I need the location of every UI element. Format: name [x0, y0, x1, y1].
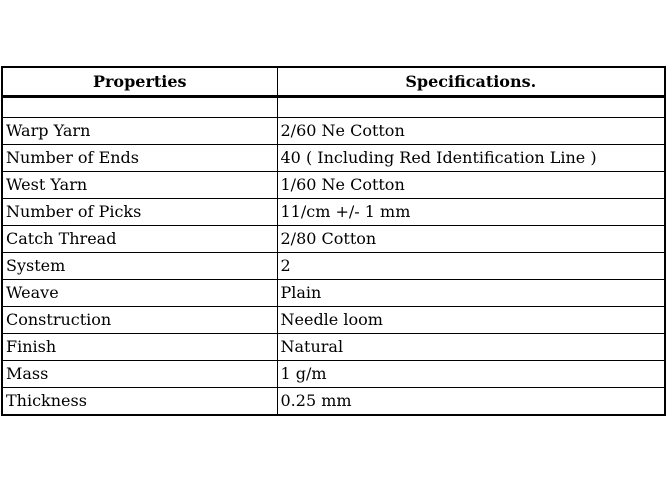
specifications-table: Properties Specifications. Warp Yarn 2/60… — [1, 66, 666, 416]
specification-cell: Needle loom — [276, 306, 666, 334]
table-body: Warp Yarn 2/60 Ne Cotton Number of Ends 40 … — [1, 96, 666, 416]
property-cell: Catch Thread — [1, 225, 278, 253]
specification-cell: 40 ( Including Red Identification Line ) — [276, 144, 666, 172]
property-cell: Finish — [1, 333, 278, 361]
property-cell — [1, 96, 278, 118]
empty-row — [1, 96, 666, 118]
specification-cell: 2/60 Ne Cotton — [276, 117, 666, 145]
table-row: System 2 — [1, 252, 666, 280]
table-row: Weave Plain — [1, 279, 666, 307]
table-row: Catch Thread 2/80 Cotton — [1, 225, 666, 253]
property-cell: Construction — [1, 306, 278, 334]
property-cell: Mass — [1, 360, 278, 388]
table-row: Number of Ends 40 ( Including Red Identif… — [1, 144, 666, 172]
specification-cell: 2 — [276, 252, 666, 280]
property-cell: Weave — [1, 279, 278, 307]
table-header: Properties Specifications. — [1, 66, 666, 98]
column-header-specifications: Specifications. — [276, 66, 666, 98]
table-row: Construction Needle loom — [1, 306, 666, 334]
specification-cell: 11/cm +/- 1 mm — [276, 198, 666, 226]
property-cell: Warp Yarn — [1, 117, 278, 145]
table-row: Thickness 0.25 mm — [1, 387, 666, 416]
table-row: Mass 1 g/m — [1, 360, 666, 388]
specification-cell — [276, 96, 666, 118]
specification-cell: 1 g/m — [276, 360, 666, 388]
property-cell: System — [1, 252, 278, 280]
column-header-properties: Properties — [1, 66, 278, 98]
property-cell: West Yarn — [1, 171, 278, 199]
table-row: Finish Natural — [1, 333, 666, 361]
table-row: West Yarn 1/60 Ne Cotton — [1, 171, 666, 199]
table-row: Number of Picks 11/cm +/- 1 mm — [1, 198, 666, 226]
specification-cell: 0.25 mm — [276, 387, 666, 416]
property-cell: Number of Ends — [1, 144, 278, 172]
property-cell: Thickness — [1, 387, 278, 416]
header-row: Properties Specifications. — [1, 66, 666, 98]
table-row: Warp Yarn 2/60 Ne Cotton — [1, 117, 666, 145]
specification-cell: 2/80 Cotton — [276, 225, 666, 253]
specification-cell: Plain — [276, 279, 666, 307]
specification-cell: Natural — [276, 333, 666, 361]
specification-cell: 1/60 Ne Cotton — [276, 171, 666, 199]
property-cell: Number of Picks — [1, 198, 278, 226]
